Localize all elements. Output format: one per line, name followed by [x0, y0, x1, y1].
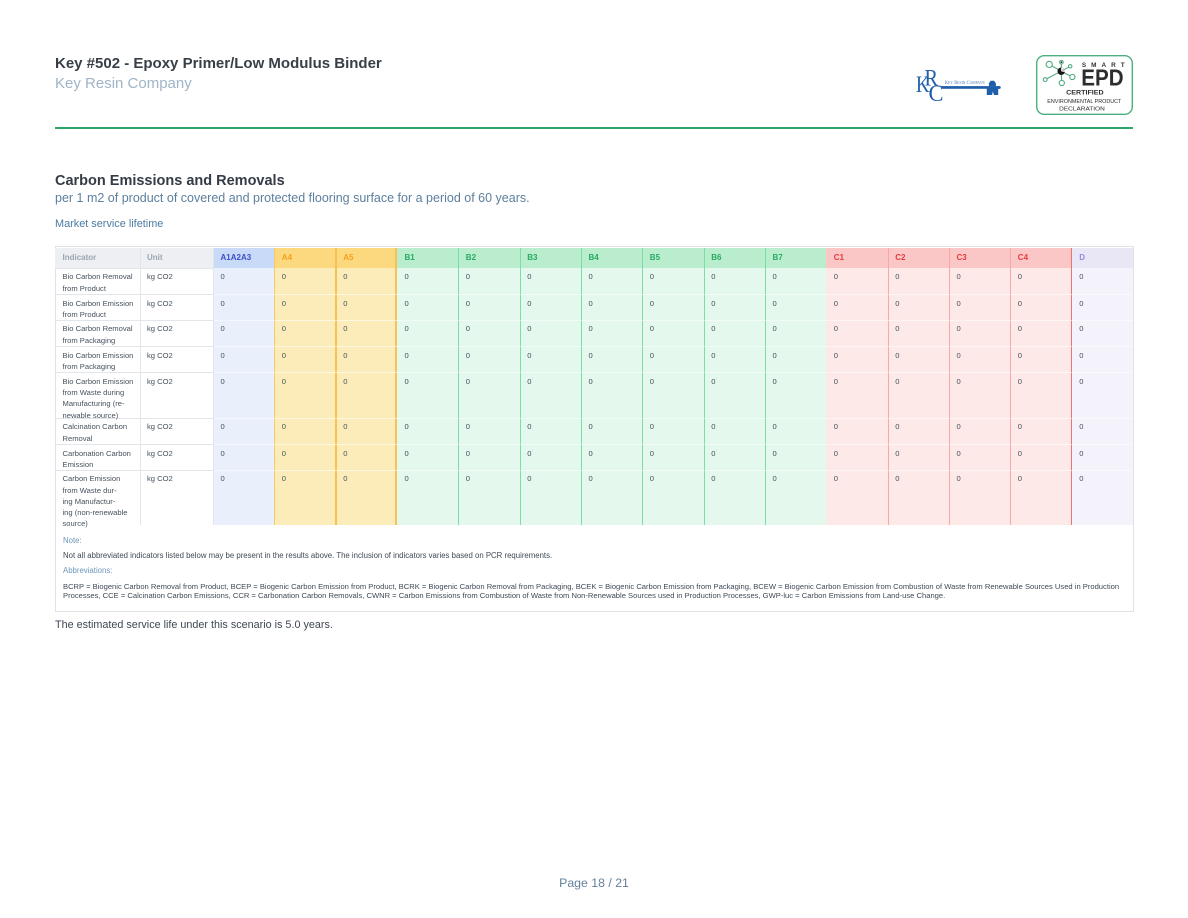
svg-text:K: K [916, 72, 930, 98]
svg-text:DECLARATION: DECLARATION [1059, 106, 1105, 112]
svg-text:CERTIFIED: CERTIFIED [1066, 90, 1104, 97]
svg-text:ENVIRONMENTAL PRODUCT: ENVIRONMENTAL PRODUCT [1047, 99, 1121, 105]
svg-text:SMART: SMART [1081, 62, 1129, 69]
svg-text:KEY RESIN COMPANY: KEY RESIN COMPANY [945, 81, 986, 86]
svg-text:EPD: EPD [1081, 65, 1123, 91]
svg-text:C: C [929, 81, 944, 107]
svg-text:R: R [925, 66, 939, 92]
